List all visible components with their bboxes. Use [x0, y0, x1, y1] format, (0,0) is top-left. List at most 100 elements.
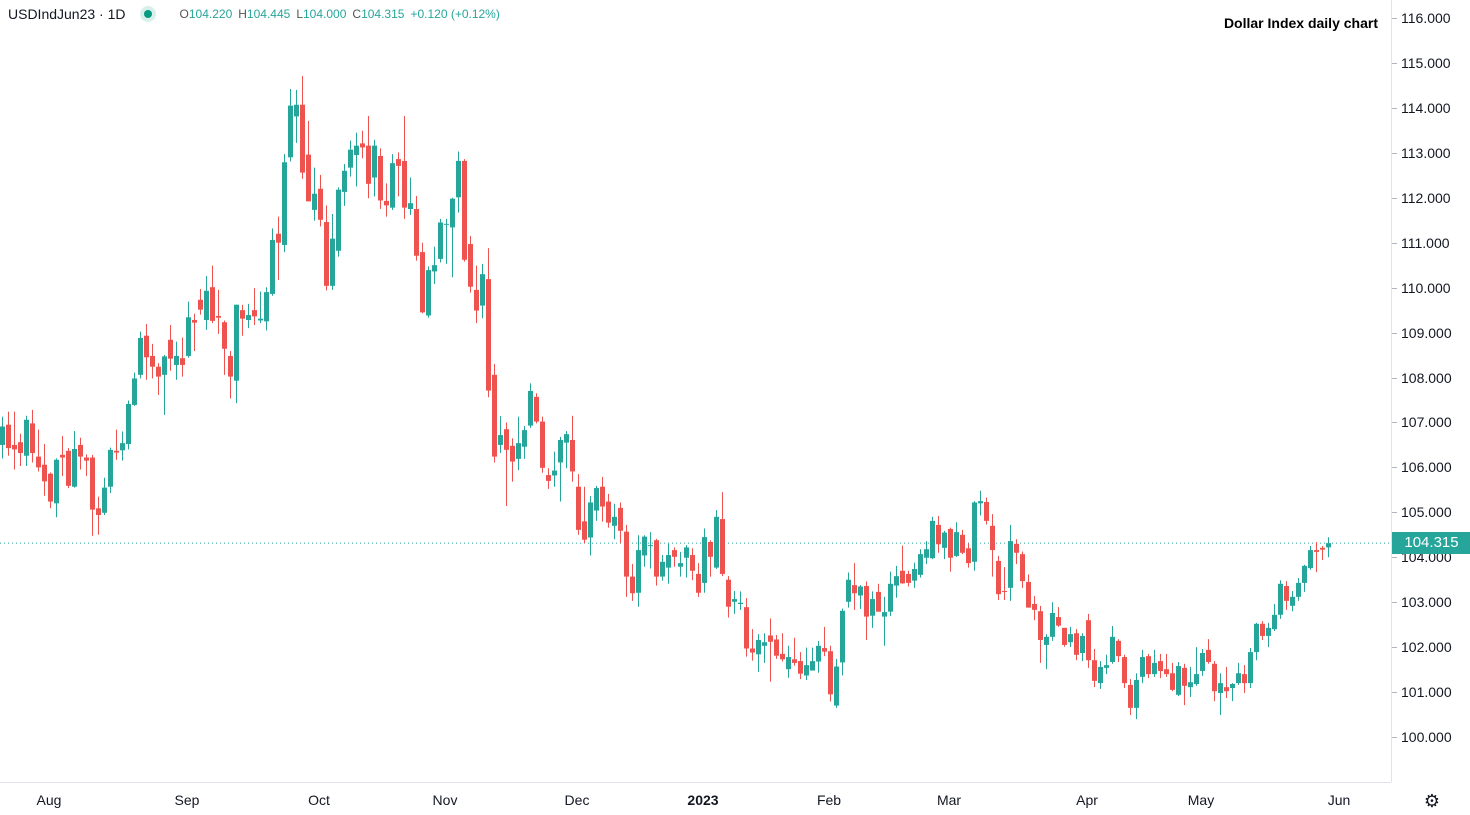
- candle-body-down: [1038, 611, 1043, 640]
- candle-body-up: [390, 163, 395, 208]
- candle-body-down: [960, 534, 965, 553]
- candle-body-up: [732, 599, 737, 602]
- candle-body-up: [738, 602, 743, 605]
- candle-body-up: [1236, 673, 1241, 684]
- candle-body-down: [690, 555, 695, 571]
- y-tick-label: 101.000: [1401, 684, 1452, 701]
- candle-body-up: [264, 292, 269, 322]
- y-tick-label: 108.000: [1401, 369, 1452, 386]
- candle-body-down: [6, 424, 11, 449]
- candle-body-up: [438, 222, 443, 259]
- candle-body-down: [798, 661, 803, 674]
- y-tick-label: 102.000: [1401, 639, 1452, 656]
- y-tick-label: 112.000: [1401, 189, 1451, 206]
- candle-body-down: [90, 457, 95, 510]
- low-value: 104.000: [303, 7, 347, 21]
- close-value: 104.315: [361, 7, 405, 21]
- time-axis[interactable]: Aug Sep Oct Nov Dec 2023 Feb Mar Apr May Jun: [0, 782, 1391, 815]
- candle-body-down: [744, 607, 749, 649]
- candle-body-up: [594, 488, 599, 511]
- candle-body-up: [1296, 582, 1301, 597]
- candle-body-down: [822, 648, 827, 652]
- candle-body-up: [72, 448, 77, 487]
- candle-body-down: [42, 464, 47, 482]
- candle-body-up: [120, 443, 125, 451]
- y-tick: [1392, 62, 1397, 64]
- candle-body-down: [582, 521, 587, 540]
- candle-body-up: [1200, 653, 1205, 671]
- gear-icon[interactable]: ⚙: [1423, 791, 1441, 811]
- y-tick: [1392, 18, 1397, 19]
- candle-body-down: [462, 160, 467, 260]
- chart-title: Dollar Index daily chart: [1223, 15, 1378, 31]
- candle-body-up: [174, 355, 179, 365]
- candle-body-down: [1284, 586, 1289, 601]
- y-tick-label: 103.000: [1401, 594, 1452, 611]
- candle-body-up: [1254, 623, 1259, 653]
- x-tick-label: Dec: [564, 792, 590, 808]
- candle-body-down: [990, 525, 995, 551]
- candle-body-up: [372, 145, 377, 178]
- candle-body-down: [192, 319, 197, 323]
- candle-body-down: [1224, 687, 1229, 692]
- candle-body-up: [870, 599, 875, 616]
- x-tick-label: Nov: [432, 792, 458, 808]
- candle-body-up: [678, 563, 683, 567]
- candle-body-down: [1320, 547, 1325, 550]
- open-key: O: [179, 7, 189, 21]
- candle-body-down: [300, 104, 305, 173]
- candle-body-down: [402, 160, 407, 208]
- candle-body-down: [606, 501, 611, 523]
- candle-body-up: [270, 240, 275, 294]
- x-tick-label: 2023: [687, 792, 719, 808]
- symbol-label[interactable]: USDIndJun23 · 1D: [8, 6, 126, 22]
- candle-body-up: [846, 579, 851, 602]
- candle-body-down: [228, 355, 233, 377]
- candle-body-down: [156, 366, 161, 377]
- candle-body-up: [1188, 682, 1193, 688]
- y-tick: [1392, 377, 1397, 379]
- candle-body-down: [1026, 581, 1031, 608]
- candle-body-down: [78, 444, 83, 457]
- y-tick: [1392, 422, 1397, 424]
- candle-body-down: [966, 548, 971, 564]
- candle-body-up: [1152, 662, 1157, 675]
- candle-body-down: [210, 287, 215, 321]
- candle-body-up: [888, 583, 893, 612]
- candlestick-plot[interactable]: [0, 0, 1391, 782]
- candle-body-up: [924, 549, 929, 558]
- candle-body-up: [642, 536, 647, 556]
- candle-body-up: [288, 105, 293, 158]
- y-tick-label: 115.000: [1401, 54, 1451, 71]
- candle-body-down: [948, 528, 953, 558]
- candle-body-up: [1044, 636, 1049, 645]
- candle-body-down: [1314, 550, 1319, 552]
- candle-body-up: [516, 443, 521, 459]
- candle-body-down: [540, 421, 545, 468]
- candle-body-up: [714, 516, 719, 568]
- price-axis[interactable]: 100.000 101.000 102.000 103.000 104.000 105.0…: [1391, 0, 1470, 782]
- candle-body-down: [240, 310, 245, 319]
- candle-body-down: [1074, 633, 1079, 655]
- candle-body-up: [258, 318, 263, 321]
- y-tick-label: 110.000: [1401, 279, 1451, 296]
- candle-body-down: [630, 576, 635, 594]
- candle-body-up: [840, 610, 845, 663]
- x-tick-label: May: [1187, 792, 1215, 808]
- candle-body-down: [1146, 656, 1151, 675]
- candle-body-down: [1260, 623, 1265, 636]
- candle-body-down: [1020, 554, 1025, 582]
- candle-body-down: [276, 233, 281, 243]
- candle-body-up: [684, 547, 689, 558]
- candle-body-up: [1302, 565, 1307, 583]
- candle-body-up: [972, 502, 977, 562]
- candle-body-up: [930, 520, 935, 559]
- candle-body-up: [918, 554, 923, 575]
- candle-body-up: [444, 223, 449, 225]
- candle-body-down: [18, 442, 23, 454]
- candle-body-up: [108, 449, 113, 487]
- candle-body-down: [720, 519, 725, 574]
- candle-body-up: [24, 419, 29, 456]
- candle-body-down: [618, 507, 623, 531]
- candle-body-up: [1140, 657, 1145, 677]
